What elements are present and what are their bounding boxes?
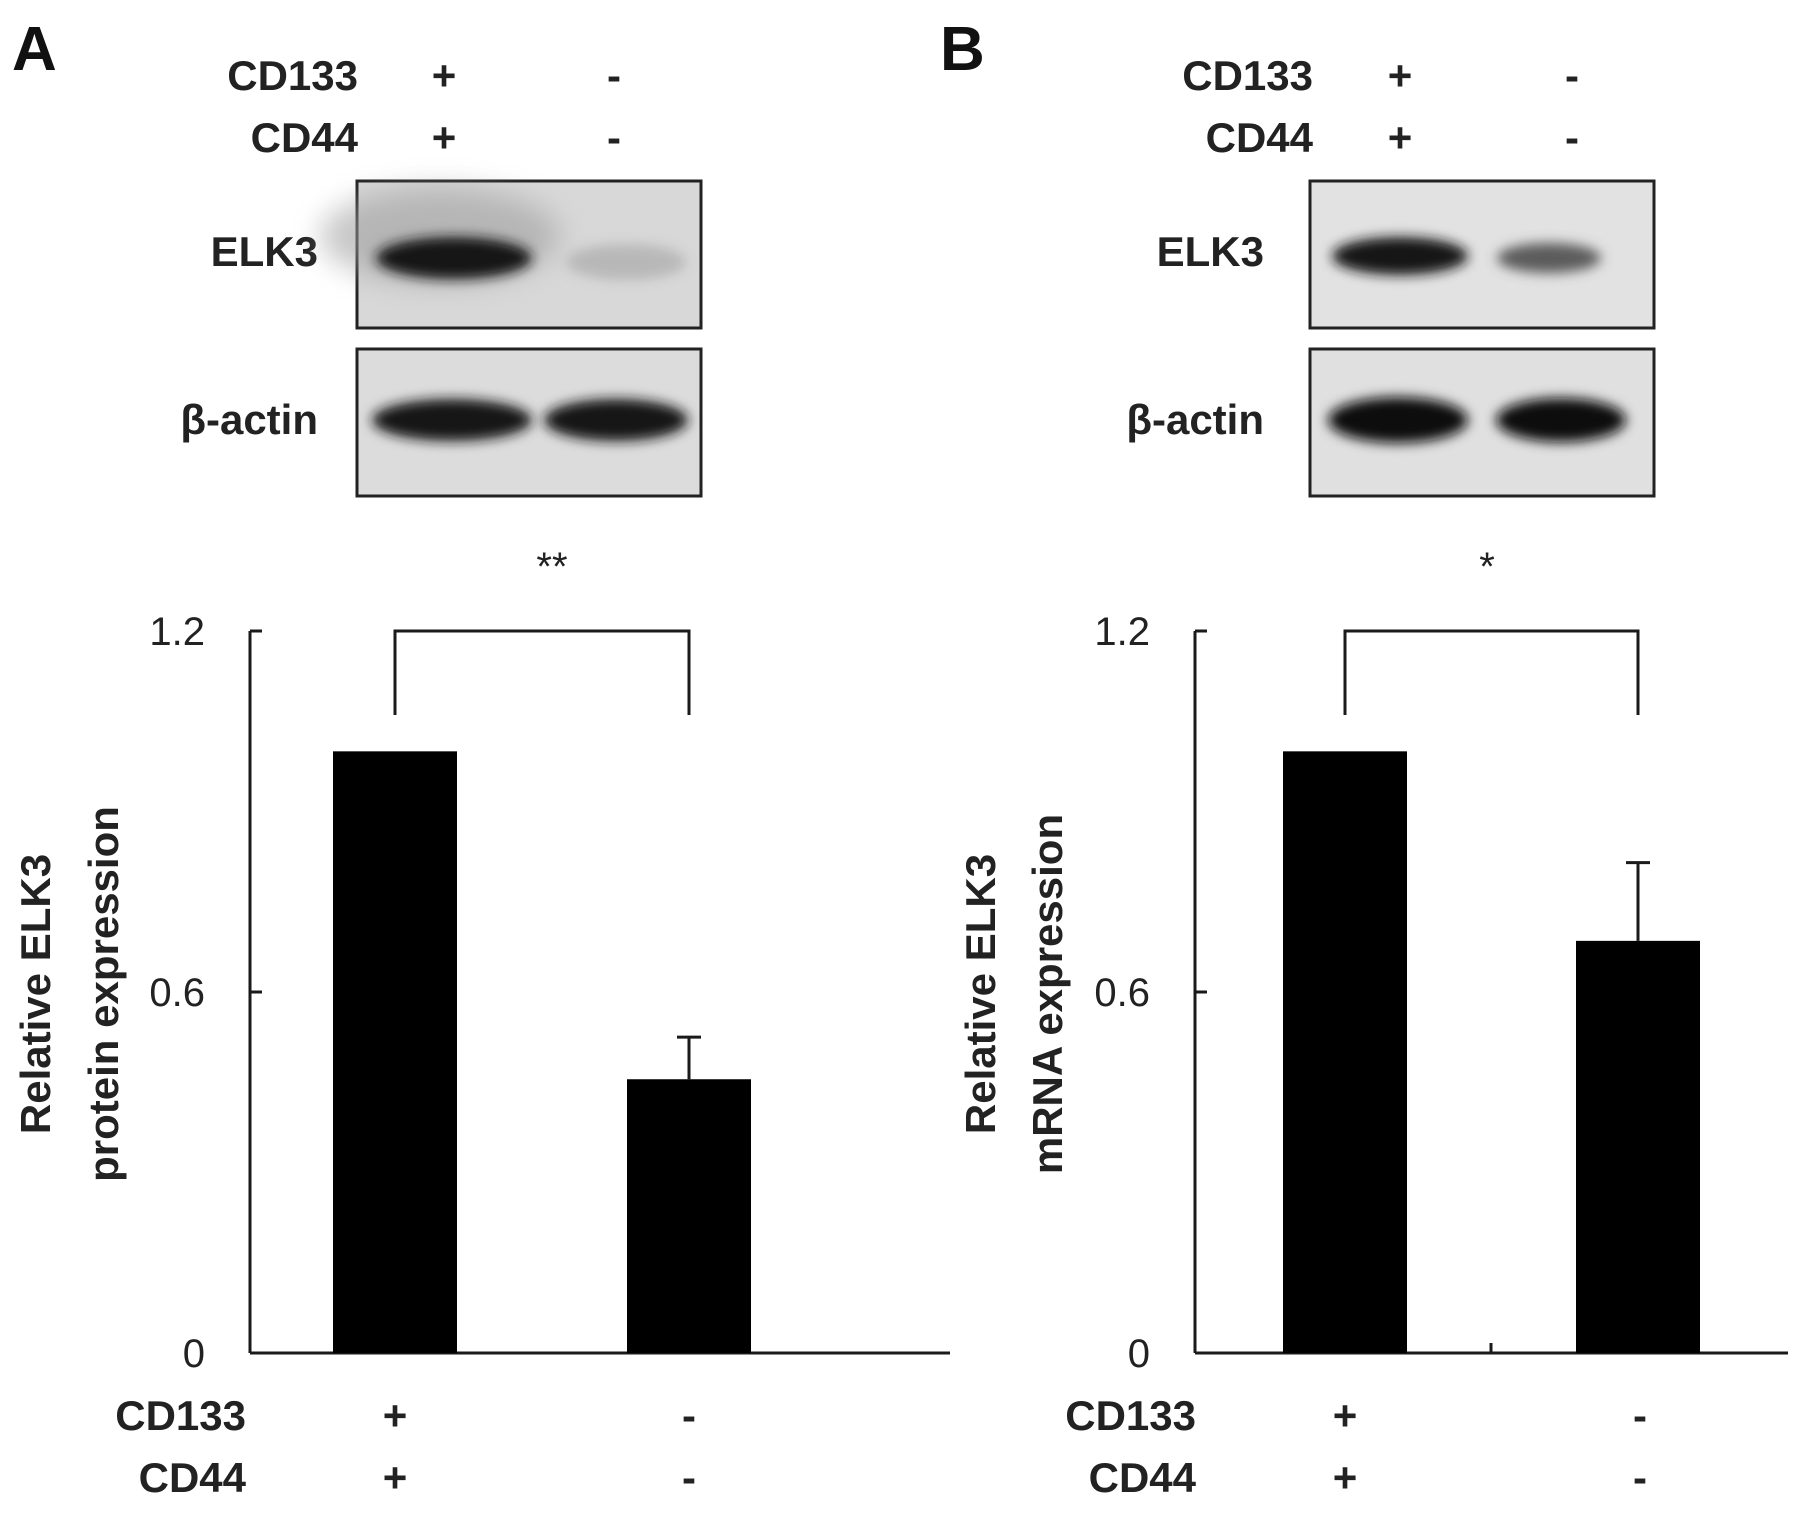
panel-a-actin-blot: β-actin [180, 347, 703, 498]
chart-b-group-row-mark: + [1333, 1392, 1358, 1439]
chart-b-y-axis-label-line: mRNA expression [1024, 814, 1071, 1174]
panel-b-actin-band-lane2 [1496, 398, 1626, 442]
chart-a-group-row-mark: - [682, 1454, 696, 1501]
panel-b-letter: B [940, 15, 985, 84]
chart-b-y-tick-label: 0.6 [1094, 971, 1150, 1015]
chart-a-y-tick-label: 0.6 [149, 971, 205, 1015]
chart-a-group-row-mark: + [383, 1454, 408, 1501]
panel-a-header-cd133-lane1: + [432, 52, 457, 99]
panel-b-elk3-band-lane1 [1332, 237, 1468, 275]
panel-b-actin-label: β-actin [1126, 396, 1264, 443]
panel-b-header-cd133-lane1: + [1388, 52, 1413, 99]
chart-b-y-axis-label-line: Relative ELK3 [957, 854, 1004, 1134]
panel-b-header-cd44-lane1: + [1388, 114, 1413, 161]
panel-b-header-cd133-label: CD133 [1182, 52, 1313, 99]
panel-b-elk3-label: ELK3 [1157, 228, 1264, 275]
chart-b-bar [1576, 940, 1700, 1353]
chart-a-y-tick-label: 1.2 [149, 610, 205, 654]
chart-b-group-row-mark: - [1633, 1454, 1647, 1501]
chart-a-y-axis-label-line: protein expression [80, 806, 127, 1182]
panel-a-blot-header: CD133 + - CD44 + - [227, 52, 621, 161]
chart-a-group-row-mark: - [682, 1392, 696, 1439]
panel-a-header-cd133-label: CD133 [227, 52, 358, 99]
chart-a-bar [627, 1079, 751, 1353]
panel-b-bar-chart: 0 0.6 1.2 Relative ELK3 mRNA expression CD133… [957, 610, 1788, 1501]
chart-a-significance-bracket [393, 629, 691, 715]
panel-b-header-cd133-lane2: - [1565, 52, 1579, 99]
chart-b-group-row-label: CD44 [1089, 1454, 1197, 1501]
chart-b-significance-bracket [1343, 629, 1640, 715]
chart-b-y-tick-label: 0 [1128, 1332, 1150, 1376]
panel-a-elk3-label: ELK3 [211, 228, 318, 275]
chart-a-y-tick-label: 0 [183, 1332, 205, 1376]
panel-b-actin-blot: β-actin [1126, 347, 1656, 498]
chart-b-group-row-mark: - [1633, 1392, 1647, 1439]
panel-b-elk3-blot: ELK3 [1157, 179, 1656, 330]
panel-b-actin-band-lane1 [1328, 397, 1468, 443]
panel-b: B CD133 + - CD44 + - ELK3 β-actin * 0 0.6… [940, 15, 1788, 1501]
panel-b-elk3-band-lane2 [1497, 243, 1601, 273]
panel-a-elk3-band-lane1 [376, 237, 532, 279]
panel-a: A CD133 + - CD44 + - ELK3 β-actin ** [12, 15, 950, 1501]
panel-a-actin-label: β-actin [180, 396, 318, 443]
panel-a-header-cd44-label: CD44 [251, 114, 359, 161]
chart-b-bar [1283, 751, 1407, 1353]
chart-a-bar [333, 751, 457, 1353]
chart-b-group-row-label: CD133 [1065, 1392, 1196, 1439]
panel-a-elk3-blot: ELK3 [211, 179, 703, 330]
panel-a-header-cd44-lane1: + [432, 114, 457, 161]
chart-a-y-axis-label-line: Relative ELK3 [12, 854, 59, 1134]
panel-b-significance-stars: * [1479, 545, 1495, 589]
chart-b-y-tick-label: 1.2 [1094, 610, 1150, 654]
panel-b-header-cd44-lane2: - [1565, 114, 1579, 161]
panel-a-header-cd133-lane2: - [607, 52, 621, 99]
panel-b-blot-header: CD133 + - CD44 + - [1182, 52, 1579, 161]
chart-a-group-row-mark: + [383, 1392, 408, 1439]
panel-b-header-cd44-label: CD44 [1206, 114, 1314, 161]
panel-a-letter: A [12, 15, 57, 84]
panel-a-bar-chart: 0 0.6 1.2 Relative ELK3 protein expression CD… [12, 610, 950, 1501]
panel-a-header-cd44-lane2: - [607, 114, 621, 161]
chart-a-group-row-label: CD133 [115, 1392, 246, 1439]
panel-a-actin-band-lane1 [372, 399, 532, 441]
panel-a-significance-stars: ** [536, 545, 567, 589]
panel-a-elk3-band-lane2 [566, 244, 686, 280]
chart-b-group-row-mark: + [1333, 1454, 1358, 1501]
chart-a-group-row-label: CD44 [139, 1454, 247, 1501]
panel-a-actin-band-lane2 [544, 399, 688, 441]
